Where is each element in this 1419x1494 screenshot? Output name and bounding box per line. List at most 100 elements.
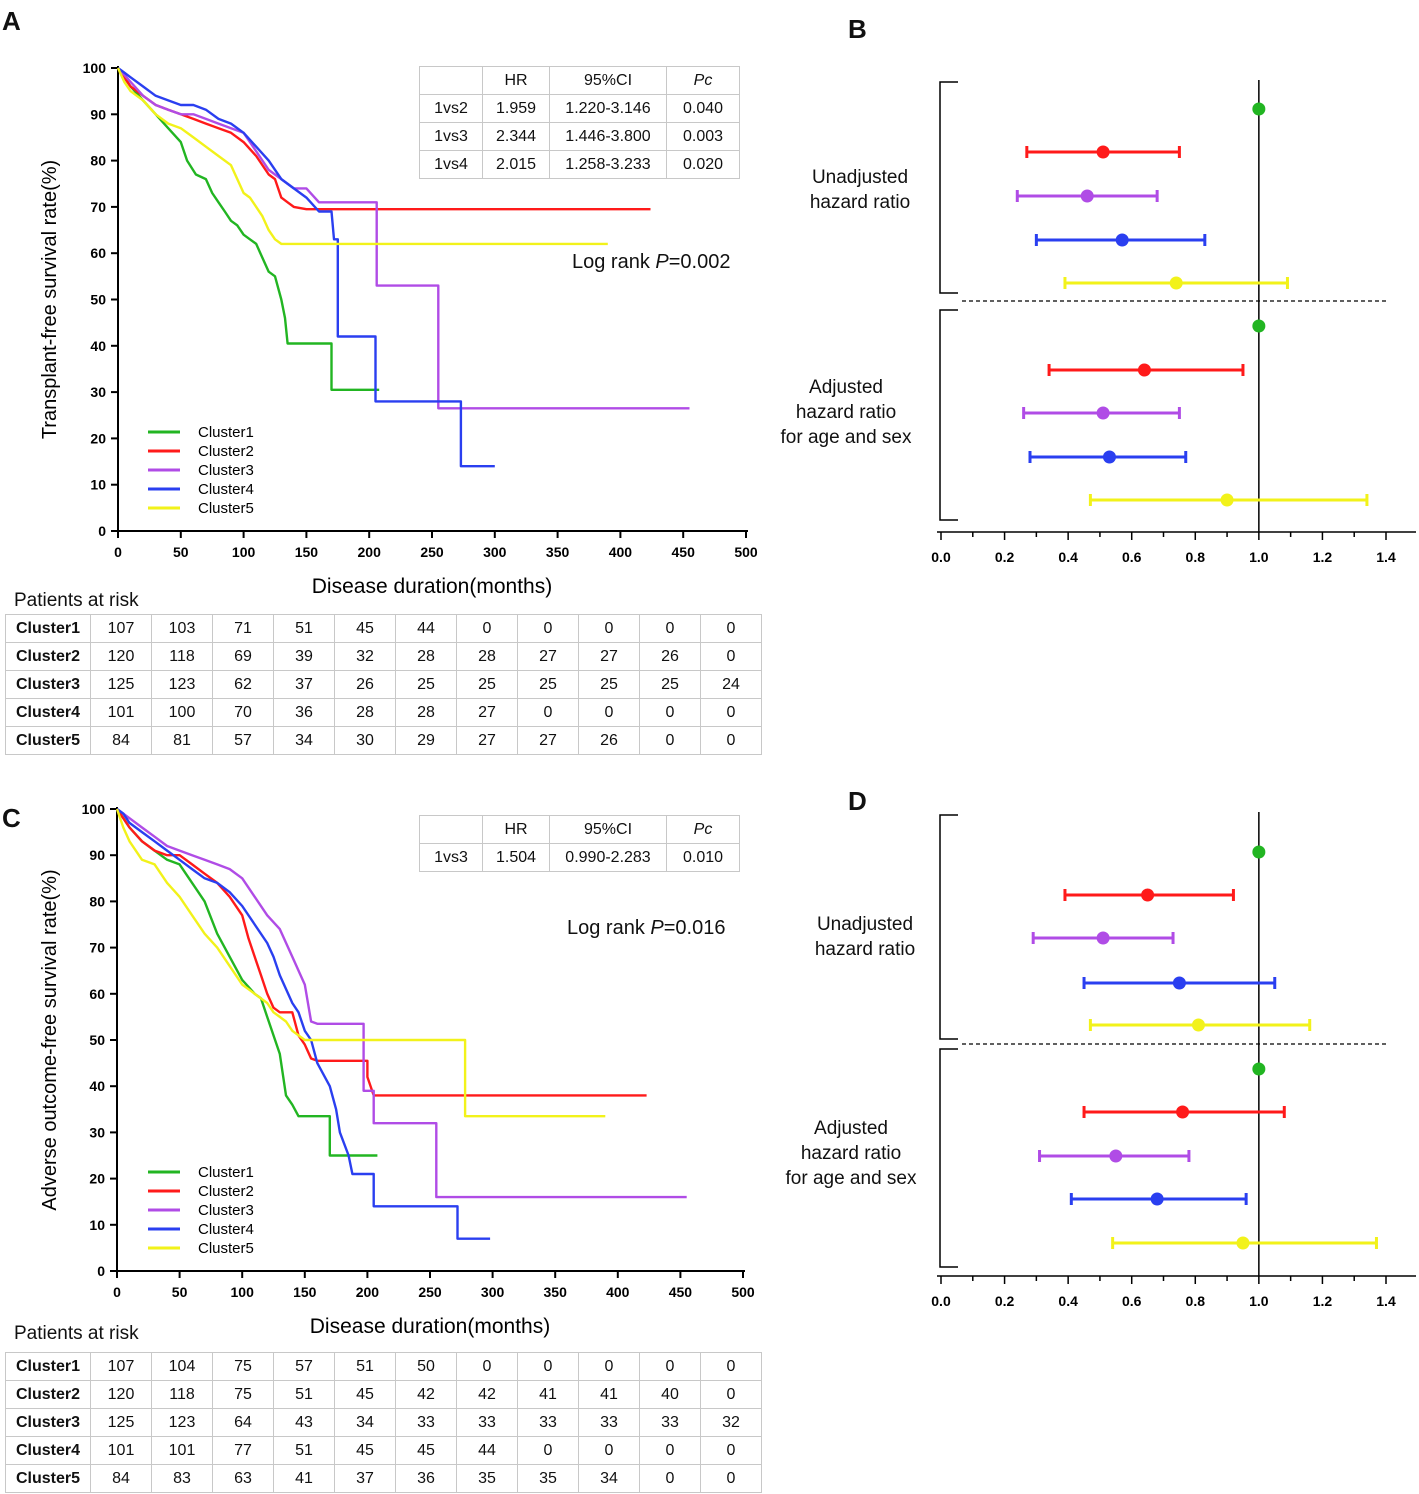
risk-cell: 81 — [151, 726, 213, 755]
risk-cell: 45 — [395, 1436, 457, 1465]
risk-cell: 0 — [700, 1380, 762, 1409]
risk-cell: 35 — [456, 1464, 518, 1493]
x-axis-title: Disease duration(months) — [312, 575, 552, 598]
point-estimate-cluster5 — [1236, 1236, 1250, 1250]
legend-label-cluster3: Cluster3 — [198, 462, 254, 479]
y-tick-label: 0 — [98, 523, 106, 539]
hr-cell: 1vs3 — [419, 843, 483, 872]
hr-table-header: HR 95%CI Pc — [419, 815, 740, 844]
risk-cell: 30 — [334, 726, 396, 755]
point-estimate-cluster3 — [1109, 1149, 1123, 1163]
risk-cell: 40 — [639, 1380, 701, 1409]
risk-cell: 42 — [456, 1380, 518, 1409]
risk-row-label: Cluster3 — [5, 670, 91, 699]
risk-cell: 41 — [578, 1380, 640, 1409]
legend-label-cluster1: Cluster1 — [198, 1164, 254, 1181]
km-curve-cluster4 — [117, 67, 495, 468]
risk-cell: 24 — [700, 670, 762, 699]
risk-cell: 34 — [578, 1464, 640, 1493]
risk-cell: 0 — [639, 726, 701, 755]
label-line: hazard ratio — [800, 1143, 902, 1164]
x-tick-label: 1.2 — [1313, 549, 1333, 565]
risk-row-cluster4: Cluster4 101 100 70 36 28 28 27 0 0 0 0 — [5, 698, 762, 727]
risk-cell: 41 — [517, 1380, 579, 1409]
x-tick-label: 0.6 — [1122, 549, 1142, 565]
risk-cell: 120 — [90, 1380, 152, 1409]
group-label-adjusted-d: Adjusted hazard ratio for age and sex — [771, 1116, 931, 1191]
hr-table-header: HR 95%CI Pc — [419, 66, 740, 95]
risk-row-label: Cluster5 — [5, 1464, 91, 1493]
risk-row-cluster2: Cluster2 120 118 69 39 32 28 28 27 27 26 0 — [5, 642, 762, 671]
risk-cell: 44 — [395, 614, 457, 643]
y-tick-label: 30 — [90, 384, 106, 400]
risk-cell: 36 — [395, 1464, 457, 1493]
x-tick-label: 400 — [606, 1284, 630, 1300]
hr-cell: 1.504 — [482, 843, 550, 872]
point-estimate-cluster1 — [1252, 845, 1266, 859]
hr-cell: 0.990-2.283 — [549, 843, 667, 872]
risk-cell: 101 — [90, 698, 152, 727]
label-line: hazard ratio — [795, 402, 897, 423]
y-axis-title: Adverse outcome-free survival rate(%) — [39, 869, 61, 1210]
risk-cell: 27 — [456, 698, 518, 727]
legend-label-cluster2: Cluster2 — [198, 443, 254, 460]
risk-cell: 51 — [273, 614, 335, 643]
point-estimate-cluster5 — [1220, 493, 1234, 507]
x-tick-label: 0 — [114, 544, 122, 560]
risk-cell: 33 — [517, 1408, 579, 1437]
x-tick-label: 50 — [172, 1284, 188, 1300]
x-tick-label: 0.6 — [1122, 1293, 1142, 1309]
risk-cell: 77 — [212, 1436, 274, 1465]
risk-cell: 0 — [639, 1436, 701, 1465]
logrank-value: =0.016 — [663, 917, 726, 939]
risk-cell: 0 — [700, 1352, 762, 1381]
logrank-prefix: Log rank — [567, 917, 651, 939]
panel-label-d: D — [848, 786, 867, 816]
y-tick-label: 90 — [90, 106, 106, 122]
km-curve-cluster2 — [116, 808, 647, 1097]
risk-cell: 0 — [578, 1352, 640, 1381]
risk-cell: 37 — [273, 670, 335, 699]
x-tick-label: 400 — [609, 544, 633, 560]
y-tick-label: 40 — [90, 338, 106, 354]
y-tick-label: 50 — [89, 1032, 105, 1048]
x-tick-label: 0 — [113, 1284, 121, 1300]
logrank-value: =0.002 — [668, 251, 731, 273]
label-line: hazard ratio — [809, 192, 911, 213]
point-estimate-cluster4 — [1172, 976, 1186, 990]
risk-cell: 26 — [639, 642, 701, 671]
risk-cell: 33 — [639, 1408, 701, 1437]
legend-label-cluster2: Cluster2 — [198, 1183, 254, 1200]
km-curve-cluster4 — [116, 808, 491, 1240]
risk-row-label: Cluster1 — [5, 1352, 91, 1381]
risk-row-cluster5: Cluster5 84 81 57 34 30 29 27 27 26 0 0 — [5, 726, 762, 755]
point-estimate-cluster1 — [1252, 1062, 1266, 1076]
risk-row-label: Cluster4 — [5, 1436, 91, 1465]
x-tick-label: 150 — [295, 544, 319, 560]
risk-cell: 0 — [578, 1436, 640, 1465]
risk-cell: 25 — [578, 670, 640, 699]
logrank-p: P — [655, 251, 669, 273]
point-estimate-cluster1 — [1252, 102, 1266, 116]
x-tick-label: 100 — [232, 544, 256, 560]
risk-row-cluster4: Cluster4 101 101 77 51 45 45 44 0 0 0 0 — [5, 1436, 762, 1465]
risk-cell: 0 — [578, 698, 640, 727]
x-tick-label: 250 — [418, 1284, 442, 1300]
risk-cell: 0 — [700, 642, 762, 671]
risk-cell: 0 — [639, 1352, 701, 1381]
risk-cell: 103 — [151, 614, 213, 643]
risk-table-a: Cluster1 107 103 71 51 45 44 0 0 0 0 0 Cluster2 120 11… — [5, 614, 762, 755]
point-estimate-cluster4 — [1150, 1192, 1164, 1206]
group-bracket — [939, 309, 958, 521]
y-tick-label: 50 — [90, 292, 106, 308]
risk-cell: 0 — [700, 726, 762, 755]
x-tick-label: 350 — [546, 544, 570, 560]
legend-label-cluster1: Cluster1 — [198, 424, 254, 441]
km-curve-cluster5 — [116, 67, 608, 246]
legend-label-cluster5: Cluster5 — [198, 1240, 254, 1257]
risk-cell: 35 — [517, 1464, 579, 1493]
legend-label-cluster5: Cluster5 — [198, 500, 254, 517]
risk-cell: 25 — [456, 670, 518, 699]
risk-cell: 69 — [212, 642, 274, 671]
